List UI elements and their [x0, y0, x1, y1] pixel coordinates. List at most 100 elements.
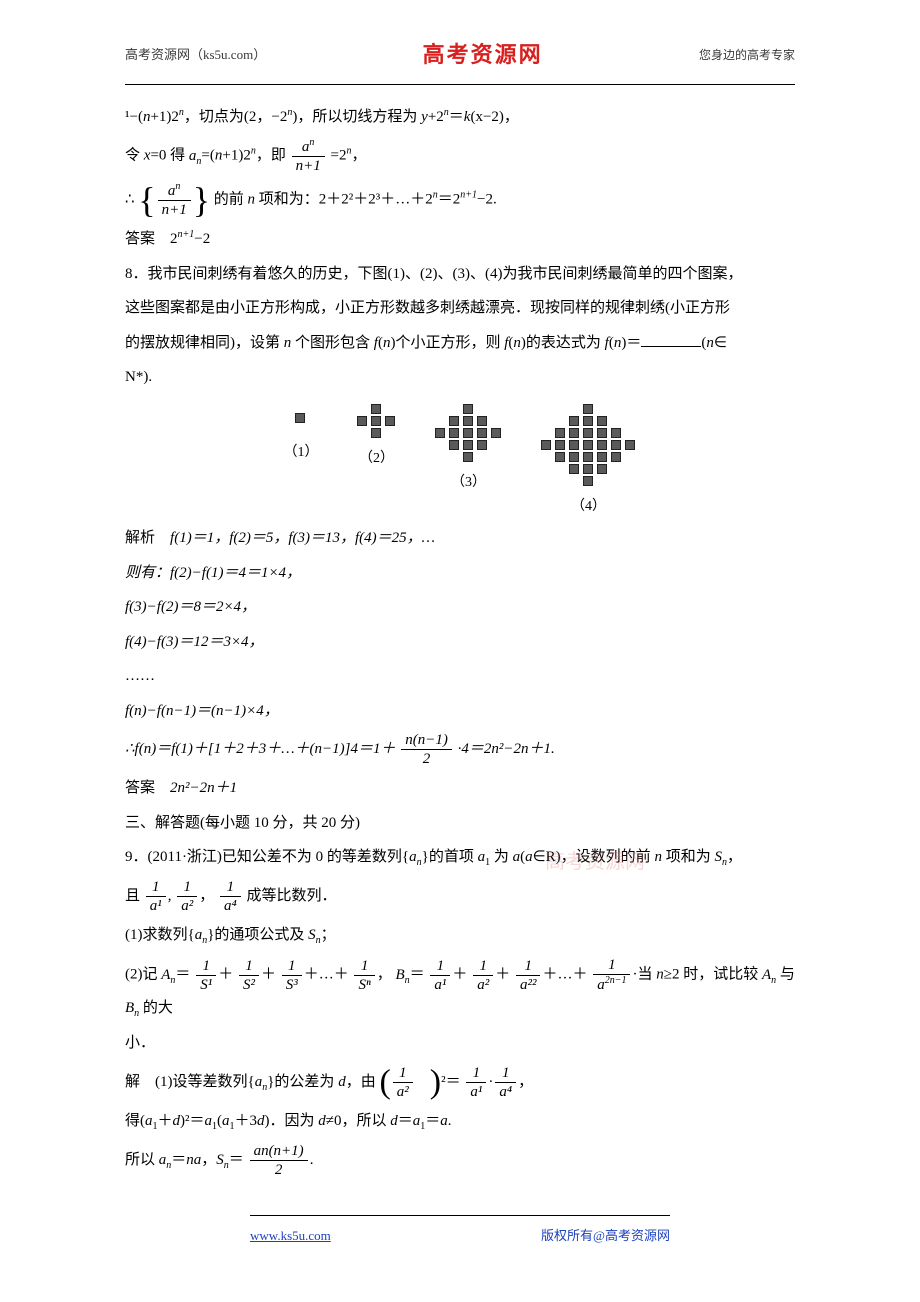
- t: ＝: [425, 1113, 440, 1129]
- t: ＝: [171, 1152, 186, 1168]
- t: ∴f(n)＝f(1)＋[1＋2＋3＋…＋(n−1)]4＝1＋: [125, 741, 395, 757]
- t: ¹−(: [125, 109, 143, 125]
- t: ＋: [158, 1113, 173, 1129]
- solution-line: 解析 f(1)＝1，f(2)＝5，f(3)＝13，f(4)＝25，…: [125, 524, 795, 553]
- t: 2n²−2n＋1: [170, 780, 237, 796]
- t: ≠0，所以: [326, 1113, 390, 1129]
- t: ，由: [346, 1074, 380, 1090]
- t: ·4＝2n²−2n＋1.: [458, 741, 555, 757]
- sol2-l2: 得(a1＋d)²＝a1(a1＋3d)．因为 d≠0，所以 d＝a1＝a.: [125, 1107, 795, 1136]
- t: −2: [194, 231, 210, 247]
- t: (2)记: [125, 967, 161, 983]
- t: .: [448, 1113, 452, 1129]
- t: =(: [201, 148, 214, 164]
- t: ＋…＋: [304, 967, 349, 983]
- t: (x−2)，: [470, 109, 518, 125]
- q8-line4: N*).: [125, 363, 795, 392]
- t: ≥2 时，试比较: [664, 967, 762, 983]
- line-series-sum: ∴ { ann+1 } 的前 n 项和为：2＋2²＋2³＋…＋2n＝2n+1−2…: [125, 181, 795, 219]
- footer-copyright: 版权所有@高考资源网: [541, 1224, 670, 1249]
- t: ²＝: [441, 1074, 461, 1090]
- q9-part1: (1)求数列{an}的通项公式及 Sn；: [125, 921, 795, 950]
- t: ＋: [218, 967, 233, 983]
- t: ，切点为(2，−2: [184, 109, 287, 125]
- pattern-diagrams: （1） （2） （3）: [125, 404, 795, 521]
- solution-label: 解析: [125, 530, 155, 546]
- t: ，: [518, 1074, 533, 1090]
- answer-label: 答案: [125, 231, 155, 247]
- t: 的表达式为: [526, 335, 605, 351]
- t: 且: [125, 888, 140, 904]
- t: n+1: [178, 229, 195, 240]
- t: ∈R)，设数列的前: [533, 849, 655, 865]
- t: ＝: [626, 335, 641, 351]
- q8-line1: 8．我市民间刺绣有着悠久的历史，下图(1)、(2)、(3)、(4)为我市民间刺绣…: [125, 260, 795, 289]
- t: ＝: [410, 967, 425, 983]
- answer-2: 答案 2n²−2n＋1: [125, 774, 795, 803]
- t: ＝: [175, 967, 190, 983]
- t: 令: [125, 148, 144, 164]
- document-body: ¹−(n+1)2n，切点为(2，−2n)，所以切线方程为 y+2n＝k(x−2)…: [0, 103, 920, 1205]
- footer-url[interactable]: www.ks5u.com: [250, 1224, 331, 1249]
- t: ∈: [714, 335, 727, 351]
- t: ＋3: [235, 1113, 258, 1129]
- t: 的摆放规律相同)，设第: [125, 335, 284, 351]
- t: ＋: [261, 967, 276, 983]
- t: 与: [776, 967, 795, 983]
- t: (1)设等差数列{: [155, 1074, 255, 1090]
- t: ＝: [229, 1152, 244, 1168]
- t: }的公差为: [267, 1074, 338, 1090]
- q9-line1: 9．(2011·浙江)已知公差不为 0 的等差数列{an}的首项 a1 为 a(…: [125, 843, 795, 872]
- t: 2: [401, 750, 452, 768]
- pattern-4: （4）: [541, 404, 637, 521]
- q9-line2: 且 1a¹, 1a²， 1a⁴ 成等比数列．: [125, 878, 795, 915]
- q8-line2: 这些图案都是由小正方形构成，小正方形数越多刺绣越漂亮．现按同样的规律刺绣(小正方…: [125, 294, 795, 323]
- pattern-label: （3）: [451, 470, 486, 497]
- pattern-1: （1）: [284, 404, 319, 521]
- t: ，: [201, 1152, 216, 1168]
- t: }的首项: [422, 849, 478, 865]
- sol2-l1: 解 (1)设等差数列{an}的公差为 d，由 (1a² )²＝ 1a¹·1a⁴，: [125, 1064, 795, 1101]
- t: 个图形包含: [291, 335, 374, 351]
- header-divider: [125, 84, 795, 85]
- sol-l5: ……: [125, 662, 795, 691]
- q9-part2b: 小．: [125, 1029, 795, 1058]
- header-right: 您身边的高考专家: [699, 44, 795, 67]
- sol-l7: ∴f(n)＝f(1)＋[1＋2＋3＋…＋(n−1)]4＝1＋ n(n−1)2 ·…: [125, 731, 795, 768]
- t: ＋: [495, 967, 510, 983]
- header-left: 高考资源网（ks5u.com）: [125, 43, 266, 68]
- t: +1)2: [150, 109, 178, 125]
- t: ＝: [398, 1113, 413, 1129]
- fill-blank: [641, 332, 701, 347]
- t: −2.: [477, 192, 497, 208]
- t: 的前: [214, 192, 248, 208]
- t: 项和为: [662, 849, 715, 865]
- frac-a-n1-b: ann+1: [158, 181, 191, 219]
- t: =0 得: [150, 148, 188, 164]
- t: 2: [250, 1161, 308, 1179]
- answer-label: 答案: [125, 780, 155, 796]
- t: 的大: [139, 1000, 173, 1016]
- pattern-label: （2）: [359, 446, 394, 473]
- t: f(1)＝1，f(2)＝5，f(3)＝13，f(4)＝25，…: [170, 530, 435, 546]
- line-x0: 令 x=0 得 an=(n+1)2n，即 ann+1 =2n，: [125, 137, 795, 175]
- t: 成等比数列．: [247, 888, 337, 904]
- sol-l2: 则有：f(2)−f(1)＝4＝1×4，: [125, 559, 795, 588]
- t: )²＝: [180, 1113, 205, 1129]
- t: 为: [490, 849, 513, 865]
- pattern-3: （3）: [435, 404, 503, 521]
- pattern-label: （4）: [571, 494, 606, 521]
- sol-l6: f(n)−f(n−1)＝(n−1)×4，: [125, 697, 795, 726]
- sol-l3: f(3)−f(2)＝8＝2×4，: [125, 593, 795, 622]
- t: an(n+1): [250, 1142, 308, 1161]
- header-center: 高考资源网: [423, 34, 543, 76]
- q8-line3: 的摆放规律相同)，设第 n 个图形包含 f(n)个小正方形，则 f(n)的表达式…: [125, 329, 795, 358]
- t: ＋…＋: [542, 967, 587, 983]
- t: =2: [330, 148, 346, 164]
- t: (1)求数列{: [125, 927, 195, 943]
- page-header: 高考资源网（ks5u.com） 高考资源网 您身边的高考专家: [0, 0, 920, 84]
- t: ，: [377, 967, 392, 983]
- t: +1)2: [222, 148, 250, 164]
- t: }的通项公式及: [207, 927, 308, 943]
- t: ∴: [125, 192, 135, 208]
